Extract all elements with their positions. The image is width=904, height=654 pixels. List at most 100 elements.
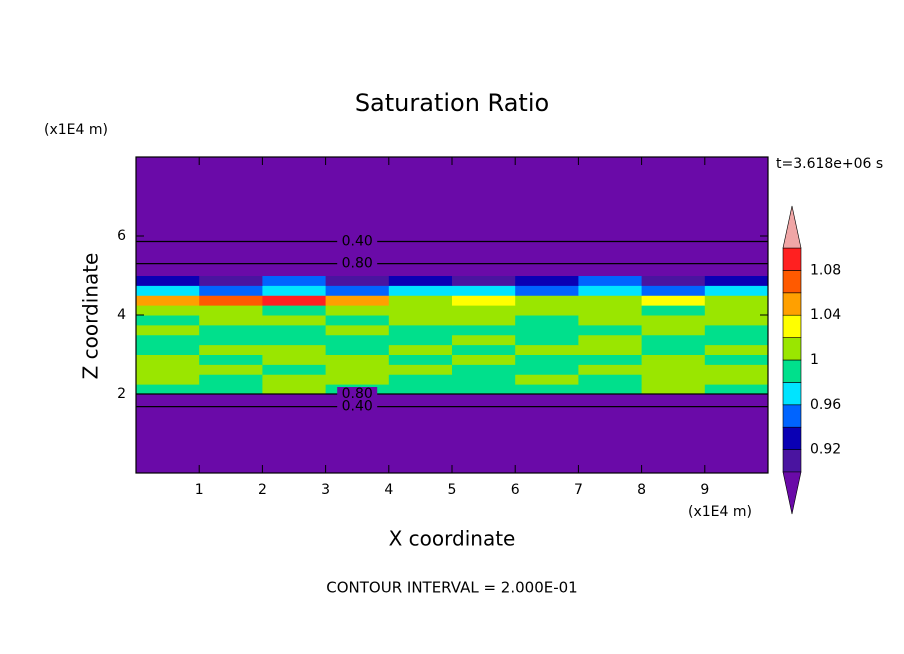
field-cell — [325, 354, 390, 365]
field-cell — [704, 433, 769, 474]
field-cell — [704, 394, 769, 403]
field-cell — [515, 344, 579, 355]
colorbar-band — [782, 292, 802, 316]
field-cell — [199, 275, 263, 286]
field-cell — [136, 305, 200, 316]
field-cell — [136, 236, 200, 257]
field-cell — [136, 324, 200, 336]
field-cell — [578, 305, 643, 316]
field-cell — [262, 295, 327, 306]
x-unit: (x1E4 m) — [688, 504, 752, 520]
field-cell — [388, 275, 453, 286]
field-cell — [199, 374, 263, 385]
field-cell — [578, 401, 643, 434]
field-cell — [578, 315, 643, 326]
field-cell — [641, 236, 706, 257]
field-cell — [388, 157, 453, 197]
field-cell — [578, 196, 643, 237]
field-cell — [641, 344, 706, 355]
field-cell — [388, 394, 453, 403]
field-cell — [515, 364, 579, 375]
field-cell — [325, 196, 390, 237]
field-cell — [325, 305, 390, 316]
y-axis-label: Z coordinate — [79, 253, 103, 380]
field-cell — [578, 374, 643, 385]
contour-label-bg — [337, 387, 378, 401]
field-cell — [704, 384, 769, 395]
field-cell — [262, 374, 327, 385]
field-cell — [136, 394, 200, 403]
field-cell — [452, 401, 516, 434]
field-cell — [578, 394, 643, 403]
x-tick-label: 1 — [195, 482, 204, 498]
field-cell — [388, 196, 453, 237]
field-cell — [199, 295, 263, 306]
field-cell — [136, 295, 200, 306]
field-cell — [199, 324, 263, 336]
field-cell — [578, 433, 643, 474]
field-cell — [452, 295, 516, 306]
field-cell — [641, 364, 706, 375]
colorbar-band — [782, 449, 802, 473]
field-cell — [515, 374, 579, 385]
field-cell — [199, 305, 263, 316]
field-cell — [136, 384, 200, 395]
field-cell — [452, 305, 516, 316]
field-cell — [641, 275, 706, 286]
field-cell — [325, 157, 390, 197]
field-cell — [199, 433, 263, 474]
field-cell — [578, 324, 643, 336]
field-cell — [452, 374, 516, 385]
field-cell — [452, 315, 516, 326]
colorbar-band — [782, 337, 802, 361]
field-cell — [641, 384, 706, 395]
field-cell — [704, 236, 769, 257]
field-cell — [578, 384, 643, 395]
field-cell — [262, 401, 327, 434]
field-cell — [515, 157, 579, 197]
field-cell — [388, 285, 453, 296]
field-cell — [136, 344, 200, 355]
x-tick-label: 4 — [384, 482, 393, 498]
field-cell — [325, 324, 390, 336]
field-cell — [325, 295, 390, 306]
field-cell — [578, 285, 643, 296]
contour-label-bg — [337, 256, 378, 271]
x-tick-label: 3 — [321, 482, 330, 498]
colorbar-band — [782, 404, 802, 428]
field-cell — [388, 255, 453, 276]
colorbar-tick-label: 1.04 — [810, 307, 841, 323]
field-cell — [452, 354, 516, 365]
field-cell — [136, 354, 200, 365]
field-cell — [199, 255, 263, 276]
y-tick-label: 2 — [117, 386, 126, 402]
field-cell — [641, 394, 706, 403]
field-cell — [262, 344, 327, 355]
field-cell — [578, 295, 643, 306]
chart-title: Saturation Ratio — [355, 89, 549, 117]
field-cell — [262, 275, 327, 286]
contour-label: 0.40 — [342, 399, 373, 415]
y-tick-label: 6 — [117, 228, 126, 244]
field-cell — [515, 305, 579, 316]
field-cell — [199, 196, 263, 237]
colorbar-tick-label: 1.08 — [810, 262, 841, 278]
field-cell — [388, 344, 453, 355]
field-cell — [704, 401, 769, 434]
field-cell — [388, 236, 453, 257]
field-cell — [452, 285, 516, 296]
field-cell — [325, 285, 390, 296]
field-cell — [578, 157, 643, 197]
field-cell — [262, 324, 327, 336]
field-cell — [578, 334, 643, 346]
colorbar-band — [782, 247, 802, 271]
field-cell — [641, 433, 706, 474]
field-cell — [704, 374, 769, 385]
field-cell — [704, 275, 769, 286]
field-cell — [262, 334, 327, 346]
field-cell — [136, 433, 200, 474]
field-cell — [199, 394, 263, 403]
field-cell — [704, 364, 769, 375]
field-cell — [704, 157, 769, 197]
field-cell — [452, 324, 516, 336]
